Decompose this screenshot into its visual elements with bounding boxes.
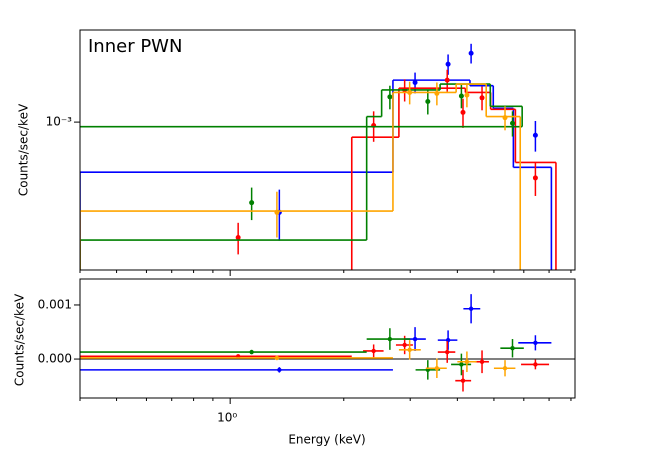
- y-tick-label: 0.001: [38, 297, 72, 311]
- data-point: [502, 115, 508, 121]
- data-point: [460, 378, 466, 383]
- data-point: [407, 89, 413, 95]
- data-point: [509, 120, 515, 126]
- plot-frame: [79, 278, 576, 399]
- data-point: [502, 366, 508, 371]
- data-point: [532, 175, 538, 181]
- data-point: [412, 336, 418, 342]
- plot-area: [80, 43, 557, 270]
- data-point: [464, 92, 470, 98]
- y-tick-label: 0.000: [38, 352, 72, 366]
- data-point: [532, 132, 538, 138]
- data-point: [445, 61, 451, 67]
- data-point: [274, 355, 280, 361]
- data-point: [274, 209, 280, 215]
- data-point: [387, 94, 393, 100]
- data-point: [249, 349, 254, 355]
- data-point: [459, 362, 464, 367]
- data-point: [277, 367, 282, 373]
- x-tick-label: 10⁰: [217, 411, 237, 425]
- data-point: [402, 342, 407, 348]
- data-point: [434, 90, 440, 96]
- data-point: [412, 79, 418, 85]
- data-point: [468, 306, 474, 311]
- plot-area: [80, 294, 575, 392]
- data-point: [460, 109, 466, 115]
- y-axis-label: Counts/sec/keV: [13, 293, 27, 386]
- data-point: [407, 347, 412, 353]
- data-point: [479, 359, 485, 364]
- data-point: [510, 346, 515, 351]
- data-point: [533, 340, 538, 346]
- data-point: [468, 50, 474, 56]
- data-point: [458, 93, 464, 99]
- plot-frame: [79, 29, 576, 271]
- data-point: [387, 336, 393, 342]
- annotation: Inner PWN: [88, 36, 182, 57]
- data-point: [425, 99, 431, 105]
- data-point: [249, 200, 255, 206]
- data-point: [371, 348, 376, 354]
- data-point: [444, 77, 450, 83]
- data-point: [235, 235, 241, 241]
- data-point: [445, 349, 450, 355]
- data-point: [434, 366, 440, 371]
- y-tick-label: 10⁻³: [46, 115, 73, 129]
- data-point: [479, 95, 485, 101]
- data-point: [464, 359, 470, 364]
- y-axis-label: Counts/sec/keV: [17, 103, 31, 196]
- x-axis-label: Energy (keV): [288, 433, 365, 447]
- data-point: [533, 362, 538, 367]
